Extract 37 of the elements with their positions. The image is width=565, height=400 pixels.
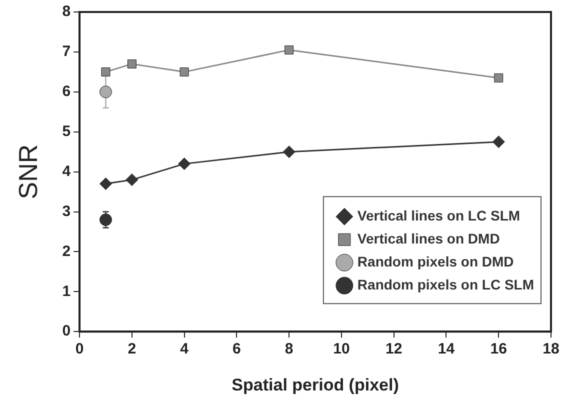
y-tick-label: 1 [62, 282, 71, 300]
point [284, 45, 294, 54]
point [180, 67, 189, 76]
x-tick-label: 12 [386, 340, 402, 358]
x-tick-label: 4 [180, 340, 190, 358]
y-tick-label: 5 [62, 122, 71, 140]
y-tick-label: 3 [62, 202, 71, 220]
x-tick-label: 8 [284, 340, 294, 358]
y-tick-label: 8 [62, 3, 71, 20]
x-tick-label: 14 [438, 340, 456, 358]
x-tick-label: 2 [128, 340, 136, 358]
legend-label: Random pixels on LC SLM [357, 276, 534, 292]
y-tick-label: 2 [62, 242, 71, 260]
point [99, 178, 112, 190]
x-tick-label: 10 [333, 340, 350, 358]
y-tick-label: 4 [62, 162, 72, 180]
x-axis-title: Spatial period (pixel) [232, 375, 399, 394]
x-tick-label: 18 [542, 340, 560, 358]
legend-label: Vertical lines on LC SLM [357, 207, 520, 224]
x-tick-label: 6 [232, 340, 241, 358]
point [494, 73, 504, 82]
point [101, 67, 110, 76]
point [127, 59, 136, 68]
point [99, 86, 112, 98]
point [178, 158, 191, 170]
x-tick-label: 0 [75, 340, 84, 358]
y-tick-label: 7 [62, 43, 71, 60]
y-axis-title: SNR [12, 144, 43, 200]
y-tick-label: 0 [62, 322, 71, 340]
point [99, 213, 112, 226]
legend-label: Vertical lines on DMD [357, 230, 500, 246]
legend-label: Random pixels on DMD [357, 253, 514, 270]
point [126, 174, 138, 186]
point [492, 136, 505, 148]
x-tick-label: 16 [490, 340, 507, 358]
point [282, 146, 296, 158]
y-tick-label: 6 [62, 83, 71, 100]
